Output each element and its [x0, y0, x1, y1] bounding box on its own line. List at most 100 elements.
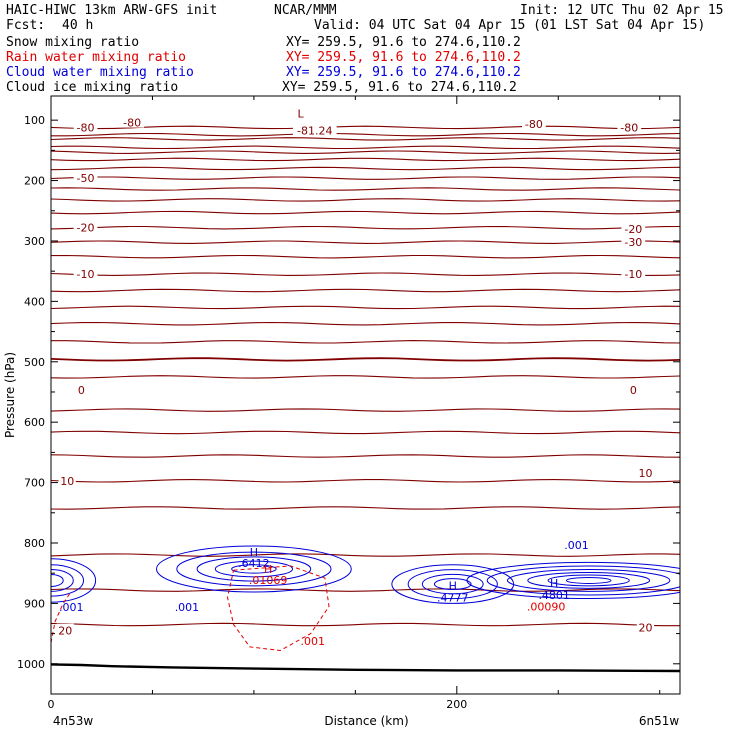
label-background: [76, 383, 87, 396]
rain-water-contour: [51, 591, 72, 643]
init-time: Init: 12 UTC Thu 02 Apr 15: [520, 3, 724, 18]
cloud-water-max-marker: H: [250, 546, 258, 559]
temperature-label: -10: [77, 268, 95, 281]
isotherm-line: [51, 340, 680, 344]
cloud-water-contour: [486, 565, 680, 596]
isotherm-line: [51, 553, 680, 557]
isotherm-line: [51, 157, 680, 162]
plot-header: HAIC-HIWC 13km ARW-GFS init NCAR/MMM Ini…: [0, 0, 740, 100]
temperature-label: 20: [58, 625, 72, 638]
cloud-water-max-value: .4801: [538, 589, 570, 602]
temperature-label: 20: [639, 622, 653, 635]
cloud-water-contour: [407, 569, 498, 600]
label-background: [293, 123, 337, 136]
isotherm-lines: [51, 125, 680, 627]
field-rain-name: Rain water mixing ratio: [6, 50, 187, 65]
y-tick-label: 400: [24, 295, 45, 308]
temperature-label: -80: [620, 121, 638, 134]
y-tick-label: 700: [24, 477, 45, 490]
fcst-value: 40 h: [62, 18, 94, 33]
y-tick-label: 100: [24, 114, 45, 127]
cloud-water-contour: [527, 572, 651, 589]
cloud-water-contour: [51, 569, 74, 592]
cloud-water-contour: [506, 569, 671, 592]
cloud-water-contour: [565, 576, 612, 584]
label-background: [636, 465, 655, 478]
field-cloudwater-xy: XY= 259.5, 91.6 to 274.6,110.2: [286, 65, 521, 80]
cloud-water-label: .001: [564, 539, 589, 552]
isotherm-line: [51, 125, 680, 130]
cloud-water-contour: [176, 551, 332, 587]
cloud-water-contour: [214, 560, 294, 578]
cloud-water-contour: [51, 564, 84, 597]
rain-water-label: .00090: [527, 600, 566, 613]
isotherm-line: [51, 150, 680, 154]
isotherm-line: [51, 408, 680, 412]
label-background: [636, 620, 655, 633]
temperature-label: -80: [123, 117, 141, 130]
plot-frame: [50, 95, 681, 695]
cloud-water-contour: [156, 545, 352, 593]
field-cloudice-xy: XY= 259.5, 91.6 to 274.6,110.2: [282, 80, 517, 95]
isotherm-line: [51, 166, 680, 171]
y-tick-label: 500: [24, 356, 45, 369]
cloud-water-contour: [51, 573, 64, 587]
isotherm-line: [51, 137, 680, 141]
label-background: [621, 267, 646, 280]
label-background: [120, 115, 145, 128]
terrain-line: [51, 663, 680, 673]
y-tick-label: 300: [24, 235, 45, 248]
label-background: [73, 220, 98, 233]
isotherm-line: [51, 240, 680, 244]
isotherm-line: [51, 479, 680, 483]
cloud-water-contour: [547, 574, 630, 587]
isotherm-line: [51, 272, 680, 276]
cloud-water-max-marker: H: [550, 577, 558, 590]
label-background: [73, 267, 98, 280]
y-tick-label: 800: [24, 537, 45, 550]
cloud-water-max-value: .6412: [238, 557, 270, 570]
temperature-label: 0: [630, 384, 637, 397]
y-tick-label: 200: [24, 175, 45, 188]
valid-time: Valid: 04 UTC Sat 04 Apr 15 (01 LST Sat …: [314, 18, 706, 33]
temperature-label: 0: [78, 384, 85, 397]
cloud-water-contours: [51, 545, 680, 604]
cloud-water-contour: [391, 564, 515, 604]
label-background: [56, 623, 74, 636]
isotherm-line: [51, 321, 680, 326]
isotherm-line: [51, 176, 680, 180]
cloud-water-max-marker: H: [449, 579, 457, 592]
terrain-line: [51, 663, 680, 673]
y-tick-label: 1000: [17, 658, 45, 671]
isotherm-line: [51, 198, 680, 202]
temperature-label: 10: [639, 467, 653, 480]
y-tick-label: 900: [24, 597, 45, 610]
label-background: [73, 171, 98, 184]
isotherm-line: [51, 210, 680, 215]
isotherm-line: [51, 145, 680, 150]
isotherm-line: [51, 254, 680, 259]
cloud-water-max-value: .4777: [437, 591, 469, 604]
cloud-water-label: .001: [175, 601, 200, 614]
rain-water-max-marker: H: [264, 563, 272, 576]
isotherm-line: [51, 187, 680, 191]
field-cloudice-name: Cloud ice mixing ratio: [6, 80, 179, 95]
rain-water-contour: [226, 565, 330, 652]
x-right-endpoint: 6n51w: [639, 714, 680, 728]
center-label: NCAR/MMM: [274, 3, 337, 18]
rain-water-label: .001: [300, 635, 325, 648]
temperature-label: -30: [624, 236, 642, 249]
label-background: [617, 120, 642, 133]
isotherm-line: [51, 288, 680, 293]
rain-water-max-value: .01069: [249, 574, 288, 587]
isotherm-line: [51, 305, 680, 310]
model-title: HAIC-HIWC 13km ARW-GFS init: [6, 3, 218, 18]
fcst-label: Fcst:: [6, 18, 46, 33]
temperature-label: -50: [77, 172, 95, 185]
label-background: [621, 235, 646, 248]
label-background: [58, 473, 76, 486]
min-marker: L: [298, 108, 305, 121]
y-tick-label: 600: [24, 416, 45, 429]
cloud-water-contour: [196, 556, 312, 582]
